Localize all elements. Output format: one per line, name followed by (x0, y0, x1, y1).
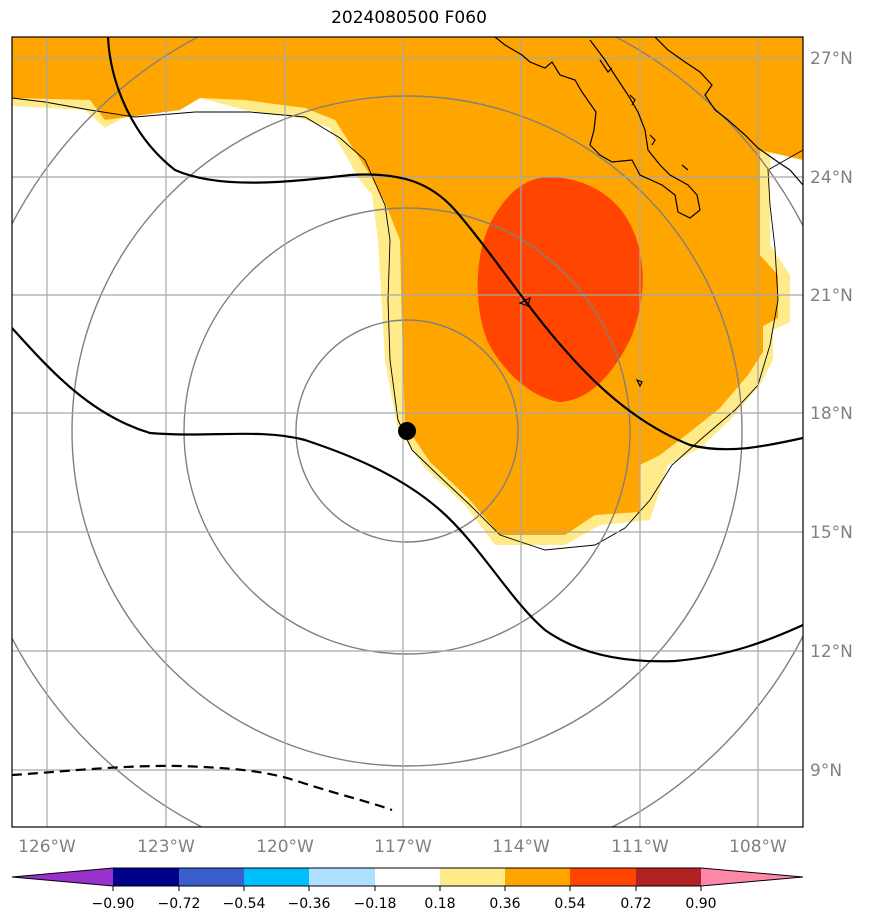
lat-label: 15°N (810, 523, 853, 543)
gridlines (12, 37, 803, 827)
map-frame (11, 36, 804, 828)
lat-label: 21°N (810, 286, 853, 306)
lon-label: 120°W (256, 837, 314, 857)
colorbar-tick-label: −0.72 (158, 896, 201, 912)
colorbar-segment (570, 868, 636, 886)
colorbar-segment (12, 868, 113, 886)
colorbar-tick-label: 0.90 (685, 896, 716, 912)
colorbar-segment (375, 868, 440, 886)
colorbar-tick-label: 0.18 (424, 896, 455, 912)
colorbar-tick-label: −0.54 (223, 896, 266, 912)
colorbar-segment (636, 868, 701, 886)
colorbar: −0.90 −0.72 −0.54 −0.36 −0.18 0.18 0.36 … (11, 867, 804, 912)
anomaly-contour (12, 97, 803, 551)
lon-label: 117°W (374, 837, 432, 857)
colorbar-segment (701, 868, 803, 886)
contour-lines (12, 37, 803, 663)
dashed-contour (12, 764, 393, 812)
distance-rings (12, 37, 803, 827)
lat-label: 12°N (810, 642, 853, 662)
colorbar-tick-label: 0.36 (489, 896, 520, 912)
colorbar-tick-label: −0.90 (92, 896, 135, 912)
lat-label: 18°N (810, 404, 853, 424)
colorbar-tick-label: −0.36 (288, 896, 331, 912)
colorbar-segment (179, 868, 244, 886)
lon-label: 108°W (729, 837, 787, 857)
colorbar-tick-label: 0.72 (620, 896, 651, 912)
anomaly-0.54-region (477, 177, 643, 402)
colorbar-segment (244, 868, 309, 886)
lon-label: 126°W (18, 837, 76, 857)
colorbar-segment (505, 868, 570, 886)
lat-label: 27°N (810, 49, 853, 69)
lon-label: 111°W (611, 837, 669, 857)
latitude-labels: 27°N 24°N 21°N 18°N 15°N 12°N 9°N (810, 49, 853, 781)
longitude-labels: 126°W 123°W 120°W 117°W 114°W 111°W 108°… (18, 837, 787, 857)
colorbar-segment (113, 868, 179, 886)
lat-label: 9°N (810, 761, 842, 781)
lat-label: 24°N (810, 168, 853, 188)
map-title: 2024080500 F060 (331, 8, 487, 28)
map-layers (12, 37, 803, 827)
colorbar-segment (440, 868, 505, 886)
colorbar-segment (309, 868, 375, 886)
lon-label: 123°W (137, 837, 195, 857)
colorbar-tick-label: −0.18 (354, 896, 397, 912)
storm-center-dot (398, 422, 416, 440)
lon-label: 114°W (492, 837, 550, 857)
colorbar-tick-label: 0.54 (554, 896, 585, 912)
